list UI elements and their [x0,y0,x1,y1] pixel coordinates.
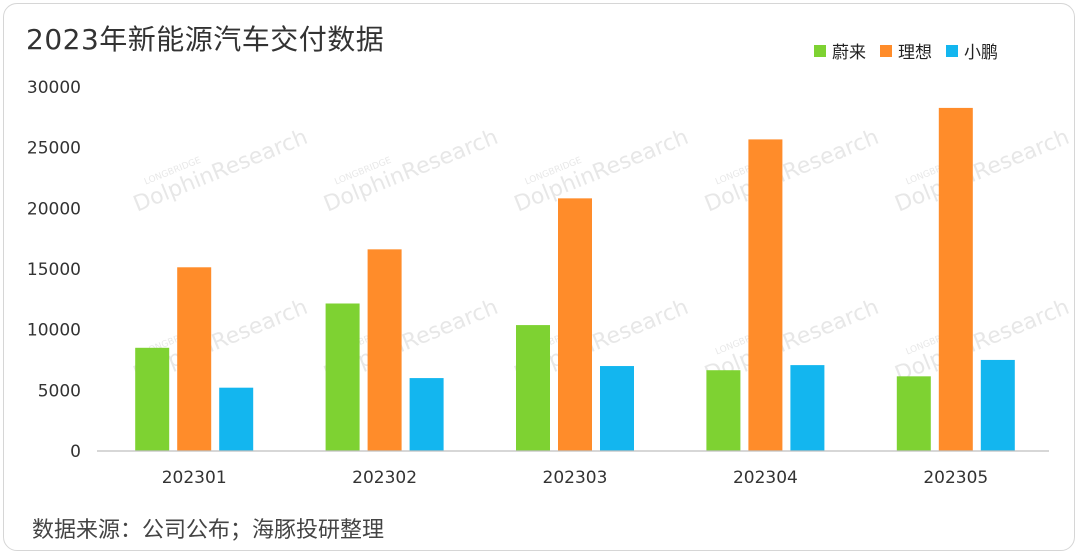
y-axis: 0 5000 10000 15000 20000 25000 30000 [27,78,81,462]
y-tick-label: 20000 [27,199,81,219]
bar-小鹏-202305 [980,359,1015,451]
bar-蔚来-202303 [516,325,550,451]
x-tick-label: 202301 [162,468,227,488]
bars-layer [135,107,1015,451]
bar-chart-plot: LONGBRIDGEDolphinResearchLONGBRIDGEDolph… [27,78,1073,488]
bar-理想-202305 [938,107,973,451]
y-tick-label: 10000 [27,321,81,341]
legend-label-li: 理想 [898,43,932,63]
bar-小鹏-202304 [790,365,825,451]
x-tick-label: 202303 [543,468,608,488]
chart-legend: 蔚来 理想 小鹏 [814,38,998,63]
legend-item-xpeng: 小鹏 [946,38,998,63]
y-tick-label: 25000 [27,139,81,159]
bar-理想-202303 [558,198,592,451]
watermark-name-3-0: DolphinResearch [701,125,882,218]
x-tick-label: 202305 [923,468,988,488]
x-axis: 202301 202302 202303 202304 202305 [97,450,1049,488]
legend-item-nio: 蔚来 [814,38,866,63]
x-tick-label: 202304 [733,468,798,488]
y-tick-label: 5000 [38,381,81,401]
bar-蔚来-202301 [135,347,170,451]
chart-title: 2023年新能源汽车交付数据 [26,23,385,56]
bar-理想-202302 [367,249,402,451]
data-source-note: 数据来源：公司公布；海豚投研整理 [32,518,385,543]
y-tick-label: 0 [70,442,81,462]
bar-蔚来-202305 [896,376,931,451]
bar-小鹏-202302 [409,378,444,451]
legend-swatch-xpeng [946,44,958,57]
bar-蔚来-202302 [325,303,360,451]
bar-蔚来-202304 [706,370,741,451]
watermark-layer: LONGBRIDGEDolphinResearchLONGBRIDGEDolph… [130,125,1073,388]
bar-小鹏-202303 [600,366,634,451]
watermark-name-1-0: DolphinResearch [320,125,501,218]
watermark-name-2-0: DolphinResearch [511,125,692,218]
bar-理想-202304 [748,139,783,451]
watermark-name-0-0: DolphinResearch [130,125,311,218]
legend-label-xpeng: 小鹏 [964,43,998,63]
watermark-name-4-0: DolphinResearch [892,125,1073,218]
legend-item-li: 理想 [880,38,932,63]
legend-swatch-li [880,44,892,57]
y-tick-label: 30000 [27,78,81,98]
y-tick-label: 15000 [27,260,81,280]
bar-理想-202301 [177,267,212,451]
chart-frame: 2023年新能源汽车交付数据 蔚来 理想 小鹏 LONGBRIDGE Dolphi… [3,3,1075,551]
x-tick-label: 202302 [352,468,417,488]
legend-swatch-nio [814,44,826,57]
bar-小鹏-202301 [219,387,254,451]
legend-label-nio: 蔚来 [832,43,866,63]
